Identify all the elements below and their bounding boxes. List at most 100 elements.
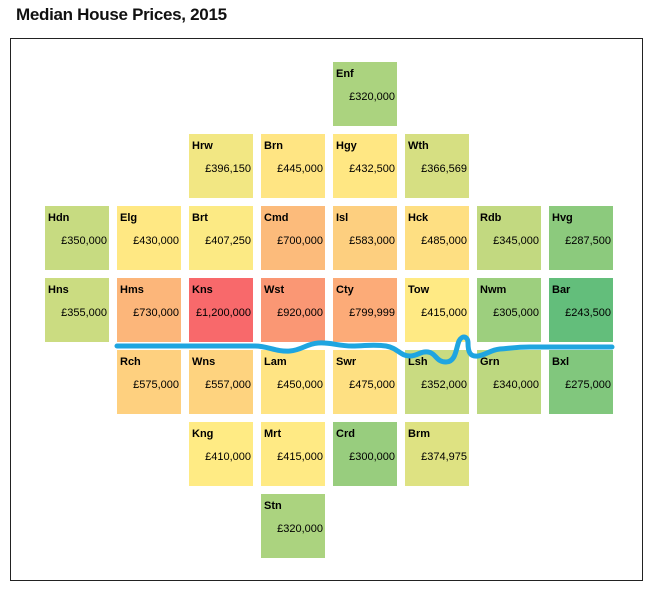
tile-stn: Stn £320,000: [261, 494, 325, 558]
tile-code-label: Nwm: [480, 284, 507, 296]
chart-frame: [10, 38, 643, 581]
tile-code-label: Wns: [192, 356, 215, 368]
tile-wst: Wst £920,000: [261, 278, 325, 342]
tile-value-label: £415,000: [421, 307, 467, 319]
tile-cell: [117, 206, 181, 270]
tile-value-label: £799,999: [349, 307, 395, 319]
tile-value-label: £1,200,000: [196, 307, 251, 319]
tile-value-label: £350,000: [61, 235, 107, 247]
tile-grn: Grn £340,000: [477, 350, 541, 414]
tile-cell: [189, 206, 253, 270]
tile-code-label: Isl: [336, 212, 348, 224]
tile-code-label: Enf: [336, 68, 354, 80]
tile-cell: [189, 350, 253, 414]
tile-cell: [45, 278, 109, 342]
tile-code-label: Crd: [336, 428, 355, 440]
tile-tow: Tow £415,000: [405, 278, 469, 342]
tile-value-label: £410,000: [205, 451, 251, 463]
tile-value-label: £575,000: [133, 379, 179, 391]
tile-value-label: £287,500: [565, 235, 611, 247]
tile-code-label: Lam: [264, 356, 287, 368]
tile-cell: [261, 206, 325, 270]
tile-bxl: Bxl £275,000: [549, 350, 613, 414]
tile-value-label: £430,000: [133, 235, 179, 247]
tile-cell: [333, 422, 397, 486]
tile-hgy: Hgy £432,500: [333, 134, 397, 198]
tile-cell: [405, 278, 469, 342]
tile-cell: [261, 134, 325, 198]
tile-hck: Hck £485,000: [405, 206, 469, 270]
tile-hms: Hms £730,000: [117, 278, 181, 342]
tile-code-label: Bar: [552, 284, 571, 296]
tile-code-label: Wst: [264, 284, 285, 296]
tile-cell: [405, 134, 469, 198]
tile-cell: [189, 422, 253, 486]
tile-cell: [117, 278, 181, 342]
tile-code-label: Rdb: [480, 212, 502, 224]
tile-code-label: Tow: [408, 284, 430, 296]
tile-value-label: £475,000: [349, 379, 395, 391]
tile-rdb: Rdb £345,000: [477, 206, 541, 270]
tile-cell: [261, 494, 325, 558]
tile-crd: Crd £300,000: [333, 422, 397, 486]
tile-value-label: £920,000: [277, 307, 323, 319]
tile-value-label: £366,569: [421, 163, 467, 175]
tile-cell: [333, 206, 397, 270]
tile-brn: Brn £445,000: [261, 134, 325, 198]
tile-wns: Wns £557,000: [189, 350, 253, 414]
tile-code-label: Kng: [192, 428, 213, 440]
tile-value-label: £396,150: [205, 163, 251, 175]
tile-code-label: Bxl: [552, 356, 569, 368]
tile-brt: Brt £407,250: [189, 206, 253, 270]
tile-nwm: Nwm £305,000: [477, 278, 541, 342]
tile-lam: Lam £450,000: [261, 350, 325, 414]
tile-kns: Kns £1,200,000: [189, 278, 253, 342]
tile-cell: [477, 350, 541, 414]
tile-mrt: Mrt £415,000: [261, 422, 325, 486]
tile-code-label: Hvg: [552, 212, 573, 224]
tile-code-label: Brm: [408, 428, 430, 440]
tile-value-label: £320,000: [277, 523, 323, 535]
tile-value-label: £243,500: [565, 307, 611, 319]
tile-cell: [189, 134, 253, 198]
tile-rch: Rch £575,000: [117, 350, 181, 414]
tile-hvg: Hvg £287,500: [549, 206, 613, 270]
tile-code-label: Hrw: [192, 140, 213, 152]
tile-brm: Brm £374,975: [405, 422, 469, 486]
tile-kng: Kng £410,000: [189, 422, 253, 486]
tile-cell: [549, 206, 613, 270]
tile-cell: [549, 278, 613, 342]
tile-code-label: Brt: [192, 212, 208, 224]
tile-value-label: £450,000: [277, 379, 323, 391]
tile-code-label: Rch: [120, 356, 141, 368]
tile-value-label: £340,000: [493, 379, 539, 391]
tile-value-label: £300,000: [349, 451, 395, 463]
tile-value-label: £730,000: [133, 307, 179, 319]
tile-code-label: Elg: [120, 212, 137, 224]
tile-isl: Isl£583,000: [333, 206, 397, 270]
tile-value-label: £305,000: [493, 307, 539, 319]
tile-cell: [405, 206, 469, 270]
tile-value-label: £407,250: [205, 235, 251, 247]
tile-code-label: Hms: [120, 284, 144, 296]
river-line: [114, 334, 615, 365]
tile-hdn: Hdn £350,000: [45, 206, 109, 270]
tile-value-label: £432,500: [349, 163, 395, 175]
tile-value-label: £485,000: [421, 235, 467, 247]
tile-cell: [189, 278, 253, 342]
tile-code-label: Kns: [192, 284, 213, 296]
tile-value-label: £275,000: [565, 379, 611, 391]
tile-code-label: Brn: [264, 140, 283, 152]
tile-value-label: £583,000: [349, 235, 395, 247]
tile-code-label: Cty: [336, 284, 355, 296]
tile-value-label: £445,000: [277, 163, 323, 175]
tile-cell: [477, 206, 541, 270]
tile-cell: [477, 278, 541, 342]
tile-cell: [549, 350, 613, 414]
tile-value-label: £374,975: [421, 451, 467, 463]
tile-cell: [261, 422, 325, 486]
chart-title: Median House Prices, 2015: [16, 5, 227, 24]
tile-cty: Cty £799,999: [333, 278, 397, 342]
tile-cell: [405, 422, 469, 486]
